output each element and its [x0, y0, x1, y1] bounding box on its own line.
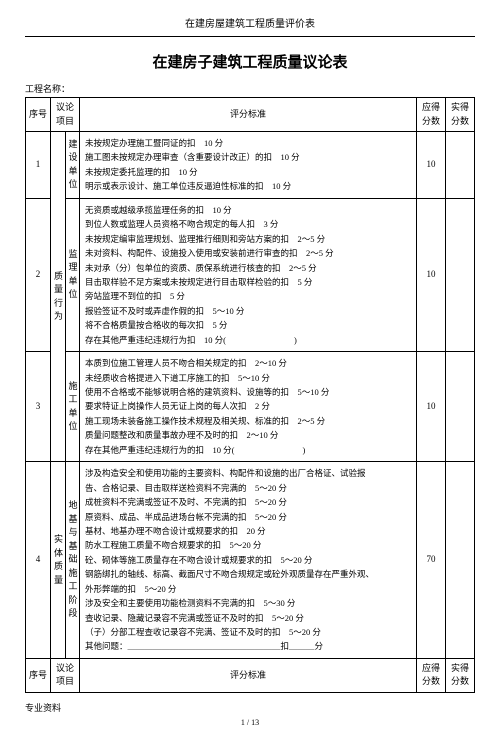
due-cell: 10	[417, 352, 446, 462]
criteria-line: 存在其他严重违纪违规行为的扣 10 分( )	[85, 443, 411, 457]
table-row: 2 监理单位 无资质或越级承揽监理任务的扣 10 分到位人数或监理人员资格不吻合…	[26, 198, 475, 351]
criteria-cell: 涉及构造安全和使用功能的主要资料、构配件和设施的出厂合格证、试验报告、合格记录、…	[80, 462, 417, 659]
seq-cell: 1	[26, 132, 51, 199]
criteria-line: 将不合格质量按合格收的每次扣 5 分	[85, 318, 411, 332]
act-cell	[446, 132, 475, 199]
due-cell: 10	[417, 132, 446, 199]
footer-label: 专业资料	[25, 701, 475, 714]
act-cell	[446, 352, 475, 462]
col-criteria: 评分标准	[80, 98, 417, 132]
page-number: 1 / 13	[25, 718, 475, 727]
criteria-line: 防水工程施工质量不吻合规要求的扣 5～20 分	[85, 538, 411, 552]
col-seq: 序号	[26, 98, 51, 132]
criteria-line: 报验签证不及时或弄虚作假的扣 5～10 分	[85, 304, 411, 318]
evaluation-table: 序号 议论项目 评分标准 应得分数 实得分数 1 质量行为 建设单位 未按规定办…	[25, 97, 475, 693]
col-item: 议论项目	[51, 98, 80, 132]
criteria-line: 施工图未按规定办理审查（含重要设计改正）的扣 10 分	[85, 150, 411, 164]
criteria-line: 钢筋绑扎的轴线、标高、截面尺寸不吻合规规定或砼外观质量存在严重外观、	[85, 567, 411, 581]
col-act: 实得分数	[446, 658, 475, 692]
doc-header: 在建房屋建筑工程质量评价表	[25, 15, 475, 30]
col-due: 应得分数	[417, 98, 446, 132]
criteria-line: 施工现场未装备施工操作技术规程及相关规、标准的扣 2～5 分	[85, 414, 411, 428]
col-seq: 序号	[26, 658, 51, 692]
criteria-line: 告、合格记录、目击取样送检资料不完满的 5～20 分	[85, 481, 411, 495]
criteria-line: 砼、砌体等施工质量存在不吻合设计或规要求的扣 5～20 分	[85, 553, 411, 567]
sub-cell: 建设单位	[65, 132, 80, 199]
main-title: 在建房子建筑工程质量议论表	[25, 51, 475, 72]
act-cell	[446, 462, 475, 659]
seq-cell: 3	[26, 352, 51, 462]
criteria-cell: 未按规定办理施工暨同证的扣 10 分施工图未按规定办理审查（含重要设计改正）的扣…	[80, 132, 417, 199]
criteria-line: 查收记录、隐藏记录容不完满或签证不及时的扣 5～20 分	[85, 611, 411, 625]
criteria-line: 未按规定委托监理的扣 10 分	[85, 165, 411, 179]
criteria-line: 无资质或越级承揽监理任务的扣 10 分	[85, 203, 411, 217]
act-cell	[446, 198, 475, 351]
criteria-line: 未按规定编审监理规划、监理推行细则和旁站方案的扣 2～5 分	[85, 232, 411, 246]
sub-cell: 施工单位	[65, 352, 80, 462]
criteria-line: 成桩资料不完满或签证不及时、不完满的扣 5～20 分	[85, 495, 411, 509]
table-footer-row: 序号 议论项目 评分标准 应得分数 实得分数	[26, 658, 475, 692]
seq-cell: 4	[26, 462, 51, 659]
criteria-line: 基材、地基办理不吻合设计或规要求的扣 20 分	[85, 524, 411, 538]
criteria-line: 要求特证上岗操作人员无证上岗的每人次扣 2 分	[85, 399, 411, 413]
criteria-line: 明示或表示设计、施工单位违反逼迫性标准的扣 10 分	[85, 179, 411, 193]
criteria-line: 本质到位施工管理人员不吻合相关规定的扣 2～10 分	[85, 356, 411, 370]
table-row: 4 实体质量 地基与基础施工阶段 涉及构造安全和使用功能的主要资料、构配件和设施…	[26, 462, 475, 659]
criteria-line: 其他问题：＿＿＿＿＿＿＿＿＿＿＿＿＿＿＿＿＿＿扣＿＿＿分	[85, 639, 411, 653]
sub-cell: 地基与基础施工阶段	[65, 462, 80, 659]
item-cell: 质量行为	[51, 132, 66, 462]
due-cell: 10	[417, 198, 446, 351]
table-row: 3 施工单位 本质到位施工管理人员不吻合相关规定的扣 2～10 分未经质收合格提…	[26, 352, 475, 462]
col-item: 议论项目	[51, 658, 80, 692]
criteria-line: 涉及安全和主要使用功能检测资料不完满的扣 5～30 分	[85, 596, 411, 610]
project-name-label: 工程名称：	[25, 82, 475, 95]
criteria-cell: 本质到位施工管理人员不吻合相关规定的扣 2～10 分未经质收合格提进入下道工序施…	[80, 352, 417, 462]
criteria-line: 未对资料、构配件、设施投入使用或安装前进行审查的扣 2～5 分	[85, 246, 411, 260]
col-criteria: 评分标准	[80, 658, 417, 692]
criteria-line: 外形弊端的扣 5～20 分	[85, 582, 411, 596]
criteria-cell: 无资质或越级承揽监理任务的扣 10 分到位人数或监理人员资格不吻合规定的每人扣 …	[80, 198, 417, 351]
criteria-line: 使用不合格或不能够说明合格的建筑资料、设施等的扣 5～10 分	[85, 385, 411, 399]
criteria-line: 到位人数或监理人员资格不吻合规定的每人扣 3 分	[85, 217, 411, 231]
criteria-line: （子）分部工程查收记录容不完满、签证不及时的扣 5～20 分	[85, 625, 411, 639]
criteria-line: 原资料、成品、半成品进场台帐不完满的扣 5～20 分	[85, 510, 411, 524]
table-header-row: 序号 议论项目 评分标准 应得分数 实得分数	[26, 98, 475, 132]
table-row: 1 质量行为 建设单位 未按规定办理施工暨同证的扣 10 分施工图未按规定办理审…	[26, 132, 475, 199]
due-cell: 70	[417, 462, 446, 659]
criteria-line: 涉及构造安全和使用功能的主要资料、构配件和设施的出厂合格证、试验报	[85, 466, 411, 480]
divider	[25, 36, 475, 37]
criteria-line: 未按规定办理施工暨同证的扣 10 分	[85, 136, 411, 150]
item-cell: 实体质量	[51, 462, 66, 659]
criteria-line: 质量问题整改和质量事故办理不及时的扣 2～10 分	[85, 428, 411, 442]
criteria-line: 未经质收合格提进入下道工序施工的扣 5～10 分	[85, 371, 411, 385]
criteria-line: 未对承（分）包单位的资质、质保系统进行核查的扣 2～5 分	[85, 261, 411, 275]
sub-cell: 监理单位	[65, 198, 80, 351]
seq-cell: 2	[26, 198, 51, 351]
criteria-line: 旁站监理不到位的扣 5 分	[85, 289, 411, 303]
col-due: 应得分数	[417, 658, 446, 692]
criteria-line: 存在其他严重违纪违规行为扣 10 分( )	[85, 333, 411, 347]
criteria-line: 目击取样验不足方案或未按规定进行目击取样检验的扣 5 分	[85, 275, 411, 289]
col-act: 实得分数	[446, 98, 475, 132]
